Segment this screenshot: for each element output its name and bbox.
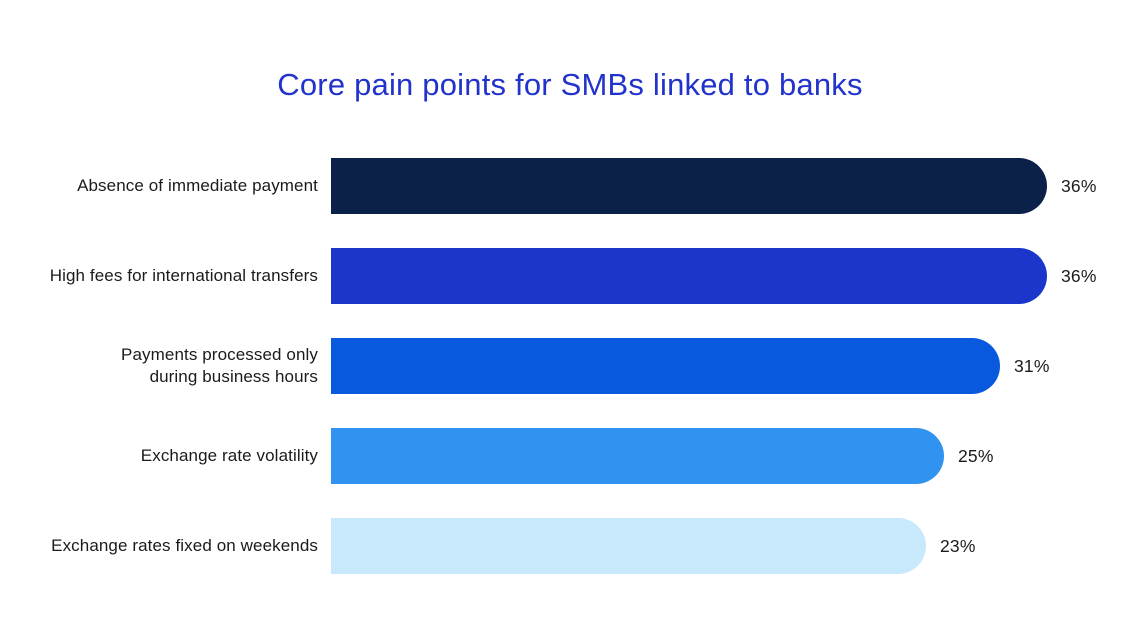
- bar-area: 23%: [318, 518, 1140, 574]
- bar-row: High fees for international transfers 36…: [0, 248, 1140, 304]
- bar-row: Exchange rate volatility 25%: [0, 428, 1140, 484]
- bar-value-label: 36%: [1061, 175, 1097, 196]
- chart-title: Core pain points for SMBs linked to bank…: [277, 67, 863, 102]
- bar: [331, 248, 1047, 304]
- bar-area: 31%: [318, 338, 1140, 394]
- bar-value-label: 25%: [958, 445, 994, 466]
- bar-value-label: 31%: [1014, 355, 1050, 376]
- bar: [331, 158, 1047, 214]
- bar-category-label: High fees for international transfers: [49, 266, 318, 285]
- bar-category-label: Exchange rates fixed on weekends: [51, 536, 318, 555]
- bar-row: Absence of immediate payment 36%: [0, 158, 1140, 214]
- bar-area: 36%: [318, 248, 1140, 304]
- bar: [331, 338, 1000, 394]
- bar-row: Payments processed only during business …: [0, 338, 1140, 394]
- bar-category-label: Payments processed only during business …: [121, 345, 318, 386]
- bar: [331, 518, 926, 574]
- bar-category-label: Absence of immediate payment: [77, 176, 318, 195]
- bar-value-label: 36%: [1061, 265, 1097, 286]
- bar-row: Exchange rates fixed on weekends 23%: [0, 518, 1140, 574]
- bar-category-label: Exchange rate volatility: [140, 446, 318, 465]
- bar-area: 25%: [318, 428, 1140, 484]
- bar-value-label: 23%: [940, 535, 976, 556]
- bar: [331, 428, 944, 484]
- bar-rows: Absence of immediate payment 36% High fe…: [0, 158, 1140, 574]
- bar-area: 36%: [318, 158, 1140, 214]
